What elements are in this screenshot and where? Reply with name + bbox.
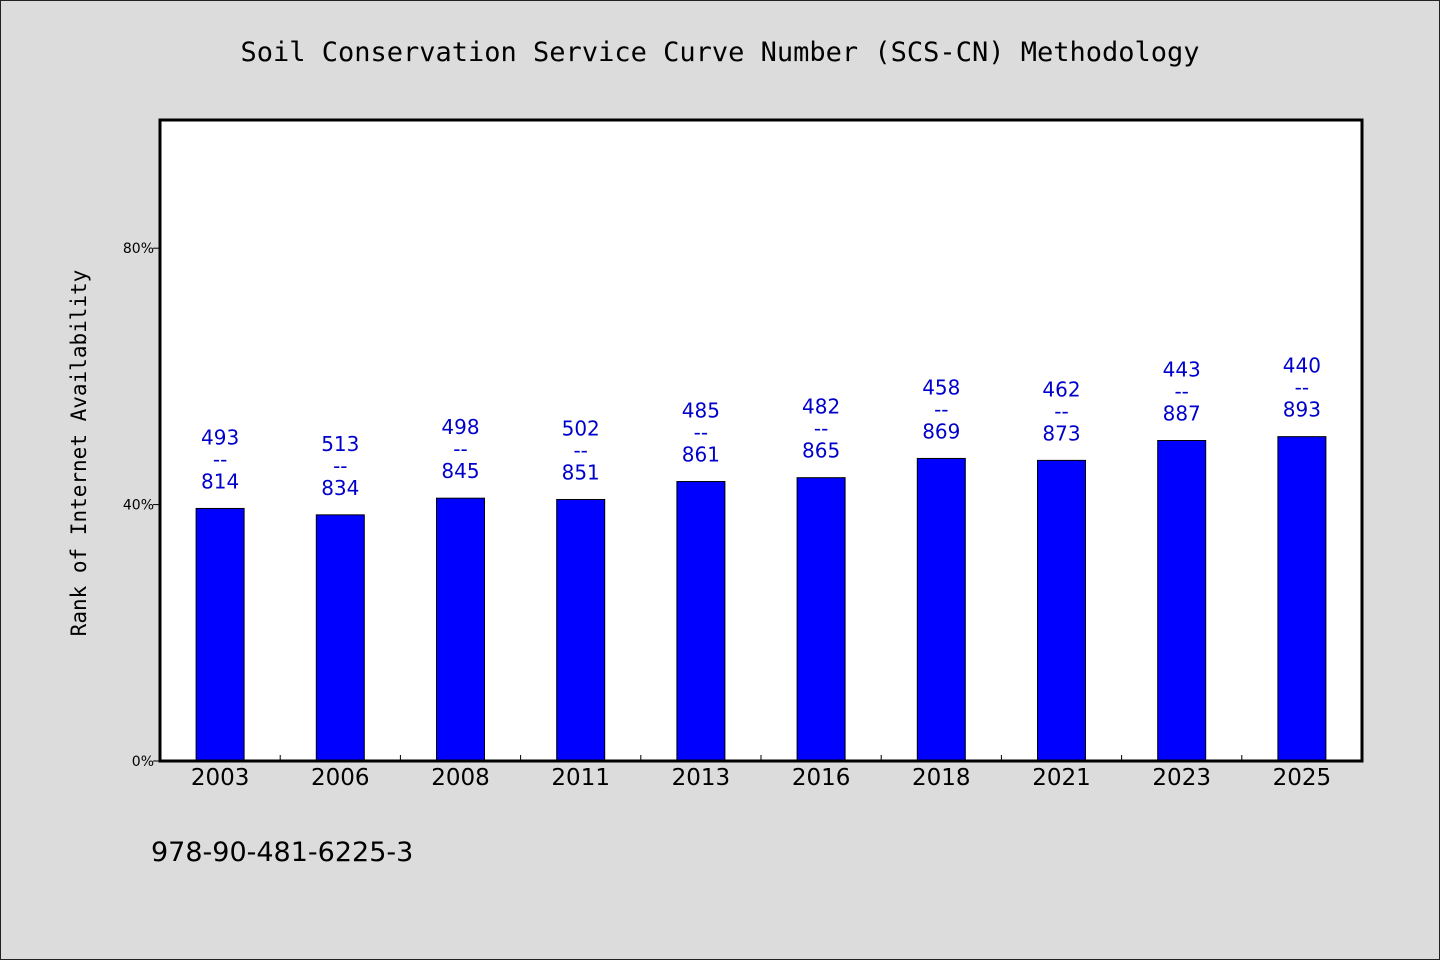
bar-label-bottom-2025: 893 xyxy=(1283,398,1321,422)
bar-2016 xyxy=(796,477,846,762)
x-tick-label-2025: 2025 xyxy=(1273,765,1332,791)
bar-label-top-2008: 498 xyxy=(441,415,479,439)
bar-label-top-2018: 458 xyxy=(922,375,960,399)
bar-2023 xyxy=(1157,440,1207,762)
bar-label-bottom-2018: 869 xyxy=(922,419,960,443)
y-tick-label: 0% xyxy=(132,754,154,770)
x-tick-label-2021: 2021 xyxy=(1032,765,1091,791)
bar-2003 xyxy=(195,507,245,762)
bar-label-top-2025: 440 xyxy=(1283,354,1321,378)
chart-title: Soil Conservation Service Curve Number (… xyxy=(240,37,1200,68)
bar-label-sep-2003: -- xyxy=(213,447,227,471)
bar-label-sep-2008: -- xyxy=(453,437,467,461)
bar-label-bottom-2011: 851 xyxy=(562,460,600,484)
bar-2011 xyxy=(556,498,606,762)
bar-label-top-2006: 513 xyxy=(321,432,359,456)
x-tick-label-2003: 2003 xyxy=(191,765,250,791)
bar-label-sep-2011: -- xyxy=(573,438,587,462)
x-tick-label-2011: 2011 xyxy=(551,765,610,791)
bar-label-bottom-2006: 834 xyxy=(321,476,359,500)
bar-label-sep-2016: -- xyxy=(814,417,828,441)
bar-label-bottom-2008: 845 xyxy=(441,459,479,483)
y-tick-label: 40% xyxy=(123,498,154,514)
bar-label-top-2023: 443 xyxy=(1163,358,1201,382)
bar-2021 xyxy=(1037,459,1086,762)
bar-label-top-2016: 482 xyxy=(802,395,840,419)
x-tick-label-2018: 2018 xyxy=(912,765,971,791)
y-tick-label: 80% xyxy=(123,241,154,257)
bar-label-sep-2018: -- xyxy=(934,397,948,421)
x-tick-label-2013: 2013 xyxy=(672,765,731,791)
bar-2018 xyxy=(916,457,966,762)
bar-label-sep-2006: -- xyxy=(333,454,347,478)
bar-label-top-2021: 462 xyxy=(1042,377,1080,401)
bar-label-bottom-2021: 873 xyxy=(1042,421,1080,445)
bar-2006 xyxy=(315,514,365,762)
bar-label-sep-2023: -- xyxy=(1174,380,1188,404)
bar-2013 xyxy=(676,481,726,762)
bar-label-bottom-2013: 861 xyxy=(682,443,720,467)
bar-label-sep-2021: -- xyxy=(1054,399,1068,423)
x-tick-label-2016: 2016 xyxy=(792,765,851,791)
bar-2008 xyxy=(436,497,485,762)
bar-label-bottom-2003: 814 xyxy=(201,469,239,493)
footer-code: 978-90-481-6225-3 xyxy=(151,837,414,868)
x-tick-label-2023: 2023 xyxy=(1152,765,1211,791)
bar-label-sep-2013: -- xyxy=(694,421,708,445)
x-tick-label-2008: 2008 xyxy=(431,765,490,791)
bar-label-bottom-2016: 865 xyxy=(802,439,840,463)
bar-2025 xyxy=(1277,436,1327,762)
bar-label-sep-2025: -- xyxy=(1295,376,1309,400)
bar-label-top-2013: 485 xyxy=(682,399,720,423)
x-tick-label-2006: 2006 xyxy=(311,765,370,791)
bar-label-bottom-2023: 887 xyxy=(1163,402,1201,426)
bar-label-top-2011: 502 xyxy=(562,416,600,440)
plot-frame xyxy=(158,118,1364,763)
bar-label-top-2003: 493 xyxy=(201,425,239,449)
